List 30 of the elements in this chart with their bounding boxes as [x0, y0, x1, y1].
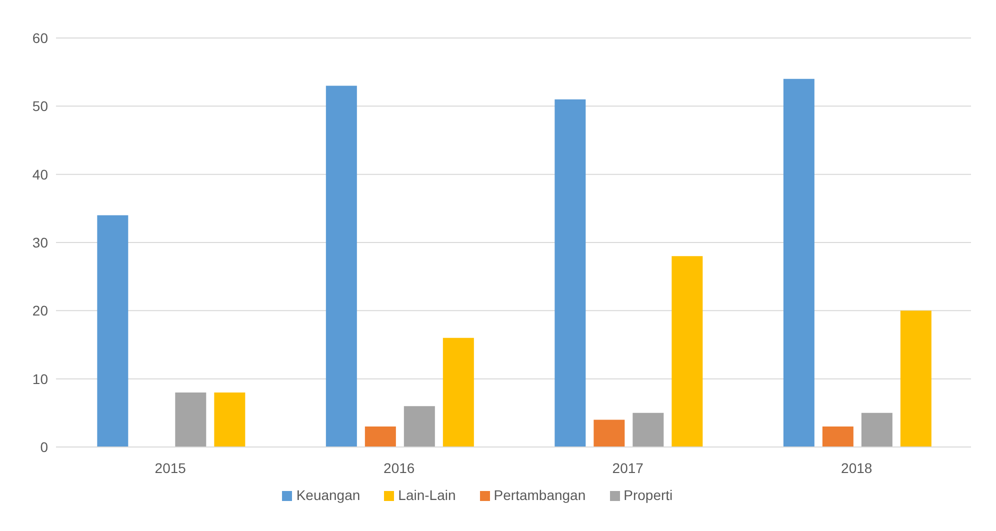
bar	[554, 99, 586, 447]
bar	[364, 426, 396, 447]
bar	[175, 392, 206, 447]
bar	[783, 78, 814, 447]
bar	[594, 420, 625, 447]
legend-label: Keuangan	[296, 487, 360, 503]
y-tick-label: 0	[40, 438, 48, 455]
y-tick-label: 30	[32, 234, 48, 250]
bar	[632, 412, 664, 447]
y-tick-label: 60	[32, 30, 48, 46]
bar	[900, 310, 932, 447]
x-tick-label: 2016	[384, 460, 415, 476]
x-tick-label: 2015	[154, 460, 186, 476]
y-tick-label: 40	[32, 166, 48, 182]
legend-label: Pertambangan	[494, 487, 586, 503]
bar	[822, 426, 854, 447]
bar	[214, 392, 246, 447]
bar	[97, 215, 128, 447]
x-tick-label: 2018	[841, 460, 872, 476]
legend-label: Lain-Lain	[398, 487, 456, 503]
bar	[442, 338, 474, 447]
x-tick-label: 2017	[612, 460, 644, 476]
y-tick-label: 20	[32, 302, 48, 319]
bar	[861, 412, 892, 447]
y-tick-label: 10	[32, 370, 48, 387]
bar	[326, 86, 357, 447]
bar	[404, 406, 435, 447]
bar	[672, 256, 703, 447]
legend-label: Properti	[624, 487, 673, 503]
y-tick-label: 50	[32, 98, 48, 114]
